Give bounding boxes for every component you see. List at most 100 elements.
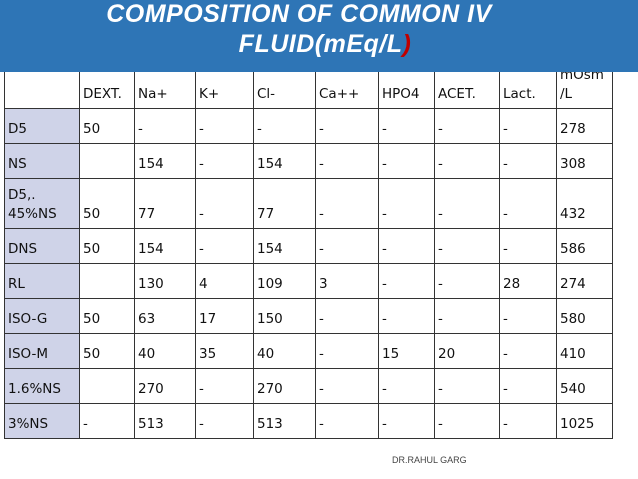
table-cell: 580 bbox=[556, 298, 613, 334]
table-cell: 50 bbox=[79, 228, 135, 264]
table-cell: 410 bbox=[556, 333, 613, 369]
row-label: RL bbox=[4, 263, 80, 299]
table-cell: 586 bbox=[556, 228, 613, 264]
table-cell: - bbox=[195, 228, 254, 264]
table-cell: - bbox=[378, 178, 435, 229]
table-cell: 63 bbox=[134, 298, 196, 334]
title-line-1: COMPOSITION OF COMMON IV bbox=[106, 0, 492, 28]
table-cell: - bbox=[499, 178, 557, 229]
table-cell: 274 bbox=[556, 263, 613, 299]
table-cell: - bbox=[315, 333, 379, 369]
table-cell: 17 bbox=[195, 298, 254, 334]
author-watermark: DR.RAHUL GARG bbox=[392, 455, 467, 465]
table-cell: - bbox=[378, 298, 435, 334]
table-row: D5 50- - - - - - -278 bbox=[4, 108, 613, 144]
table-cell: 150 bbox=[253, 298, 316, 334]
table-cell: - bbox=[499, 368, 557, 404]
row-label: NS bbox=[4, 143, 80, 179]
table-cell: 154 bbox=[134, 143, 196, 179]
table-cell: - bbox=[79, 403, 135, 439]
table-cell: 20 bbox=[434, 333, 500, 369]
table-cell: 15 bbox=[378, 333, 435, 369]
table-cell: - bbox=[378, 403, 435, 439]
table-row: 1.6%NS 270-270- - - -540 bbox=[4, 368, 613, 404]
row-label: D5,. 45%NS bbox=[4, 178, 80, 229]
row-label: ISO-M bbox=[4, 333, 80, 369]
table-cell: 278 bbox=[556, 108, 613, 144]
table-cell: - bbox=[378, 108, 435, 144]
table-cell: 50 bbox=[79, 298, 135, 334]
table-cell: 130 bbox=[134, 263, 196, 299]
table-row: DNS 50 154-154- - - -586 bbox=[4, 228, 613, 264]
table-row: NS 154-154- - - -308 bbox=[4, 143, 613, 179]
table-cell: 540 bbox=[556, 368, 613, 404]
table-row: 3%NS -513-513- - - -1025 bbox=[4, 403, 613, 439]
table-cell: 154 bbox=[253, 228, 316, 264]
table-cell: 77 bbox=[134, 178, 196, 229]
table-row: D5,. 45%NS 50 77-77- - - -432 bbox=[4, 178, 613, 229]
table-cell: 1025 bbox=[556, 403, 613, 439]
table-cell: - bbox=[315, 228, 379, 264]
table-cell bbox=[79, 143, 135, 179]
table-cell: - bbox=[195, 108, 254, 144]
table-cell: 28 bbox=[499, 263, 557, 299]
table-cell: - bbox=[315, 178, 379, 229]
table-cell: 154 bbox=[134, 228, 196, 264]
table-cell: - bbox=[195, 178, 254, 229]
table-cell: 50 bbox=[79, 108, 135, 144]
table-cell: 35 bbox=[195, 333, 254, 369]
table-cell: - bbox=[315, 108, 379, 144]
table-cell: - bbox=[195, 403, 254, 439]
table-cell: 513 bbox=[253, 403, 316, 439]
row-label: 3%NS bbox=[4, 403, 80, 439]
table-cell: 40 bbox=[134, 333, 196, 369]
table-cell: - bbox=[195, 368, 254, 404]
row-label: DNS bbox=[4, 228, 80, 264]
table-cell: - bbox=[434, 298, 500, 334]
table-cell: 4 bbox=[195, 263, 254, 299]
table-row: ISO-M 50 40 35 40-15 20-410 bbox=[4, 333, 613, 369]
row-label: D5 bbox=[4, 108, 80, 144]
table-cell: - bbox=[499, 228, 557, 264]
table-cell: - bbox=[378, 228, 435, 264]
table-cell bbox=[79, 263, 135, 299]
table-cell: - bbox=[315, 298, 379, 334]
table-cell: - bbox=[378, 143, 435, 179]
table-cell: - bbox=[315, 143, 379, 179]
table-cell: - bbox=[434, 263, 500, 299]
table-cell: 513 bbox=[134, 403, 196, 439]
table-body: DEXT. Na+ K+ Cl- Ca++ HPO4 ACET. Lact. mOsm /L D5… bbox=[4, 54, 613, 439]
table-cell: - bbox=[434, 178, 500, 229]
table-cell: - bbox=[499, 298, 557, 334]
table-row: RL 130 4 109 3- -28 274 bbox=[4, 263, 613, 299]
table-cell: - bbox=[434, 143, 500, 179]
table-cell: - bbox=[434, 228, 500, 264]
title-line-2-text: FLUID(mEq/L bbox=[238, 30, 403, 58]
table-cell: - bbox=[195, 143, 254, 179]
table-cell: 432 bbox=[556, 178, 613, 229]
table-cell: - bbox=[499, 108, 557, 144]
table-cell: 270 bbox=[134, 368, 196, 404]
table-cell: - bbox=[434, 108, 500, 144]
table-cell: 308 bbox=[556, 143, 613, 179]
table-cell: - bbox=[499, 333, 557, 369]
row-label: ISO-G bbox=[4, 298, 80, 334]
table-cell: 270 bbox=[253, 368, 316, 404]
table-cell: - bbox=[378, 368, 435, 404]
title-closing-paren: ) bbox=[402, 30, 412, 58]
title-line-2: FLUID(mEq/L) bbox=[6, 30, 638, 59]
table-cell: 77 bbox=[253, 178, 316, 229]
table-cell: - bbox=[253, 108, 316, 144]
table-cell: - bbox=[499, 143, 557, 179]
table-cell: - bbox=[134, 108, 196, 144]
table-cell: - bbox=[315, 403, 379, 439]
table-cell: - bbox=[499, 403, 557, 439]
row-label: 1.6%NS bbox=[4, 368, 80, 404]
table-cell: 40 bbox=[253, 333, 316, 369]
iv-fluid-composition-table: DEXT. Na+ K+ Cl- Ca++ HPO4 ACET. Lact. mOsm /L D5… bbox=[4, 54, 613, 439]
title-banner: COMPOSITION OF COMMON IV FLUID(mEq/L) bbox=[0, 0, 638, 72]
table-cell: - bbox=[315, 368, 379, 404]
table-row: ISO-G 50 63 17 150- - - -580 bbox=[4, 298, 613, 334]
table-cell: - bbox=[434, 368, 500, 404]
table-cell: - bbox=[434, 403, 500, 439]
